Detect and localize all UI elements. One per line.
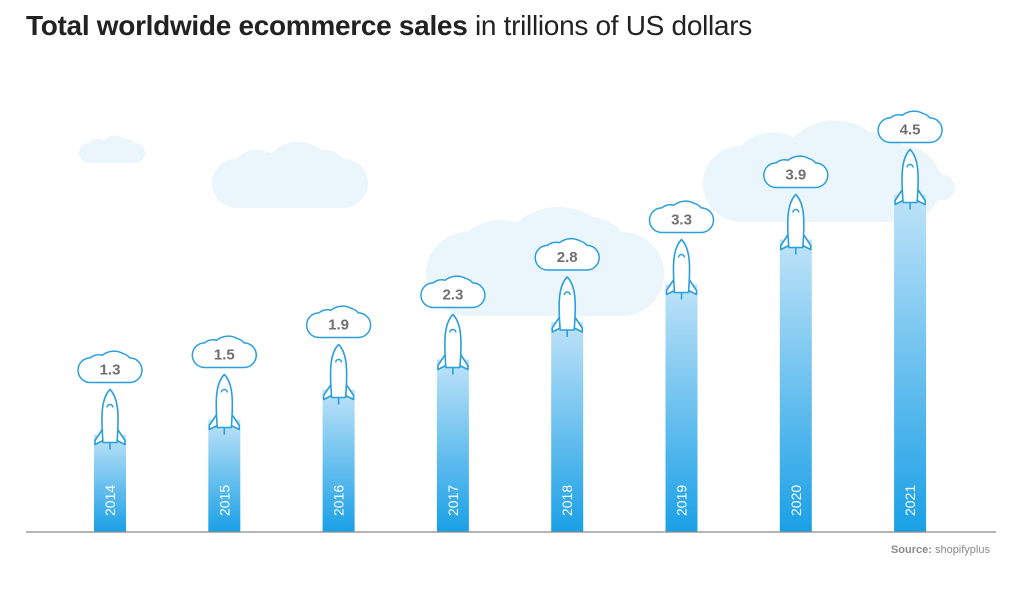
bar	[551, 322, 584, 532]
bar-group: 3.3 2019	[648, 200, 715, 532]
rocket-body	[444, 313, 462, 369]
value-label: 2.3	[442, 287, 463, 304]
rocket-window	[334, 358, 343, 363]
year-label: 2021	[902, 485, 918, 516]
rocket-body	[558, 276, 577, 331]
chart-title: Total worldwide ecommerce sales in trill…	[26, 10, 752, 42]
source-value: shopifyplus	[934, 544, 990, 556]
source-note: Source: shopifyplus	[891, 544, 990, 556]
value-label: 4.5	[900, 122, 921, 139]
value-label: 1.9	[328, 317, 349, 334]
background-cloud	[212, 141, 368, 208]
rocket-body	[329, 343, 348, 399]
rocket-icon	[779, 193, 812, 255]
year-label: 2019	[674, 485, 690, 516]
rocket-window	[220, 388, 229, 393]
bar-group: 2.8 2018	[534, 237, 600, 532]
cloud-icon	[877, 110, 943, 144]
value-label: 1.3	[100, 362, 121, 379]
cloud-icon	[305, 305, 372, 339]
year-label: 2018	[559, 485, 575, 516]
rocket-window	[563, 291, 571, 296]
bar	[779, 239, 812, 532]
bar-group: 3.9 2020	[763, 155, 829, 532]
bar-group: 4.5 2021	[877, 110, 943, 532]
chart-title-unit: in trillions of US dollars	[474, 10, 752, 41]
bar	[436, 359, 469, 532]
year-label: 2016	[331, 485, 347, 516]
bar	[322, 389, 355, 532]
bar-group: 1.9 2016	[305, 305, 372, 532]
background-cloud	[79, 135, 145, 163]
rocket-icon	[437, 313, 469, 375]
bar-group: 1.5 2015	[191, 335, 258, 532]
bar-group: 2.3 2017	[420, 275, 486, 532]
rocket-body	[215, 373, 234, 429]
rocket-window	[792, 208, 800, 213]
cloud-icon	[648, 200, 715, 234]
rocket-icon	[322, 343, 355, 405]
rocket-icon	[94, 388, 126, 450]
rocket-body	[101, 388, 119, 444]
bar	[665, 284, 698, 532]
cloud-icon	[191, 335, 258, 369]
value-label: 3.9	[785, 167, 806, 184]
value-label: 2.8	[557, 249, 578, 266]
year-label: 2014	[102, 485, 118, 516]
rocket-window	[106, 403, 114, 408]
rocket-icon	[894, 148, 926, 210]
source-label: Source:	[890, 544, 932, 556]
bar	[894, 194, 927, 532]
year-label: 2017	[445, 485, 461, 516]
bars-group: 1.3 2014 1.5 2015 1.9 2016 2.3 2017 2.8 2018 3.3 20…	[77, 110, 943, 532]
rocket-icon	[551, 276, 584, 337]
cloud-icon	[420, 275, 486, 309]
bar-group: 1.3 2014	[77, 350, 143, 532]
rocket-window	[449, 328, 457, 333]
rocket-body	[901, 148, 919, 204]
rocket-window	[906, 163, 914, 168]
bar	[208, 419, 241, 532]
cloud-icon	[534, 237, 600, 271]
chart-title-main: Total worldwide ecommerce sales	[26, 10, 468, 41]
year-label: 2015	[216, 485, 232, 516]
background-clouds	[79, 120, 955, 316]
cloud-icon	[77, 350, 143, 384]
rocket-icon	[665, 238, 698, 300]
rocket-icon	[208, 373, 241, 435]
year-label: 2020	[788, 485, 804, 516]
bar	[94, 434, 126, 532]
value-label: 1.5	[214, 347, 235, 364]
rocket-window	[677, 253, 686, 258]
value-label: 3.3	[671, 212, 692, 229]
rocket-body	[672, 238, 691, 294]
rocket-body	[786, 193, 805, 249]
cloud-icon	[763, 155, 829, 189]
